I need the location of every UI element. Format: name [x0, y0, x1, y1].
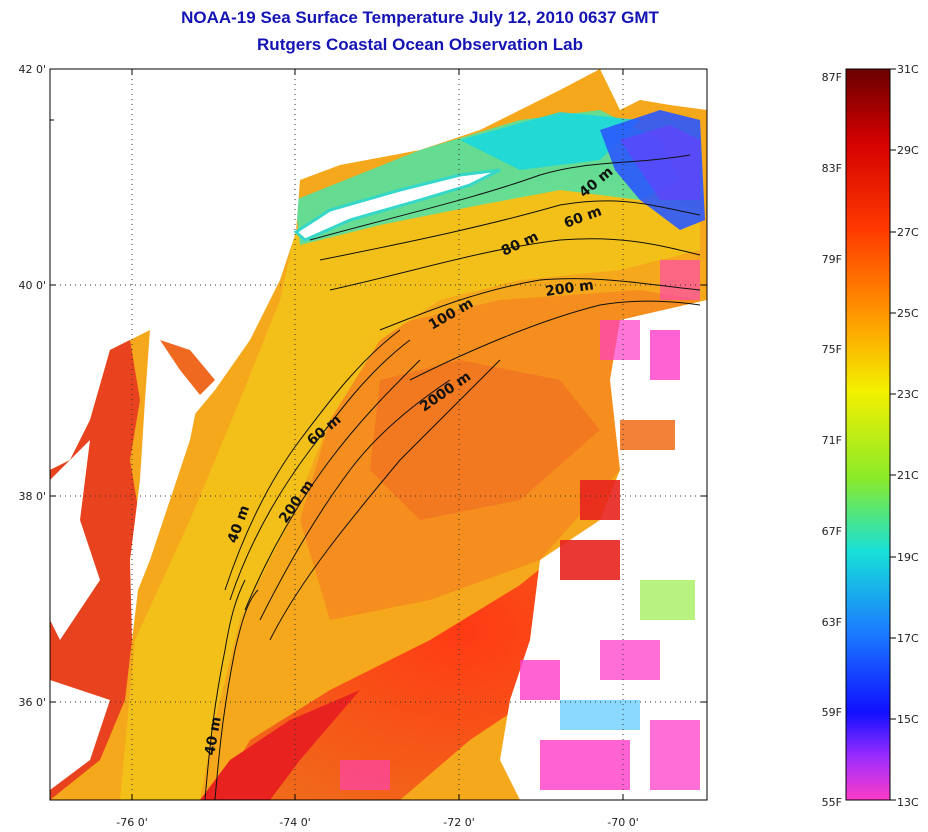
- colorbar-f-label: 71F: [822, 434, 842, 447]
- colorbar-f-label: 63F: [822, 616, 842, 629]
- colorbar-f-label: 79F: [822, 253, 842, 266]
- lon-tick-label: -76 0': [116, 816, 148, 829]
- colorbar-gradient: [845, 68, 891, 801]
- lat-tick-label: 42 0': [18, 63, 46, 76]
- colorbar-f-label: 87F: [822, 71, 842, 84]
- contour-label: 40 m: [202, 716, 225, 757]
- offshore-warm-core: [370, 360, 600, 520]
- colorbar-c-label: 21C: [897, 469, 919, 482]
- lat-tick-label: 36 0': [18, 696, 46, 709]
- lat-tick-label: 40 0': [18, 279, 46, 292]
- colorbar-c-label: 27C: [897, 226, 919, 239]
- colorbar-f-label: 55F: [822, 796, 842, 809]
- lat-labels: 42 0' 40 0' 38 0' 36 0': [18, 63, 46, 709]
- cloud-edge-speckle: [340, 260, 700, 790]
- bathymetry-contours: [204, 154, 701, 801]
- lon-tick-label: -70 0': [607, 816, 639, 829]
- colorbar-f-label: 83F: [822, 162, 842, 175]
- lon-tick-label: -72 0': [443, 816, 475, 829]
- colorbar-c-label: 19C: [897, 551, 919, 564]
- graticule: [50, 69, 707, 800]
- colorbar-c-label: 25C: [897, 307, 919, 320]
- colorbar-c-label: 23C: [897, 388, 919, 401]
- colorbar-fahrenheit-labels: 87F 83F 79F 75F 71F 67F 63F 59F 55F: [822, 71, 842, 809]
- lon-labels: -76 0' -74 0' -72 0' -70 0': [116, 816, 639, 829]
- colorbar-c-label: 31C: [897, 63, 919, 76]
- axis-ticks: [50, 68, 707, 800]
- map-subtitle: Rutgers Coastal Ocean Observation Lab: [257, 35, 583, 54]
- shelf-water: [120, 175, 700, 800]
- colorbar-f-label: 59F: [822, 706, 842, 719]
- colorbar-c-label: 17C: [897, 632, 919, 645]
- colorbar-celsius-labels: 31C 29C 27C 25C 23C 21C 19C 17C 15C 13C: [897, 63, 919, 809]
- cool-water-patch: [460, 112, 640, 170]
- colorbar-f-label: 67F: [822, 525, 842, 538]
- colorbar-c-label: 13C: [897, 796, 919, 809]
- contour-label: 200 m: [544, 277, 594, 300]
- colorbar-c-label: 15C: [897, 713, 919, 726]
- map-frame: [49, 68, 708, 801]
- sst-map: [50, 69, 707, 800]
- lat-tick-label: 38 0': [18, 490, 46, 503]
- colorbar-c-label: 29C: [897, 144, 919, 157]
- lon-tick-label: -74 0': [279, 816, 311, 829]
- colorbar-ticks: [890, 68, 896, 801]
- colorbar: 87F 83F 79F 75F 71F 67F 63F 59F 55F 31C …: [822, 63, 919, 809]
- colorbar-f-label: 75F: [822, 343, 842, 356]
- map-title: NOAA-19 Sea Surface Temperature July 12,…: [181, 8, 659, 27]
- long-island: [293, 168, 501, 242]
